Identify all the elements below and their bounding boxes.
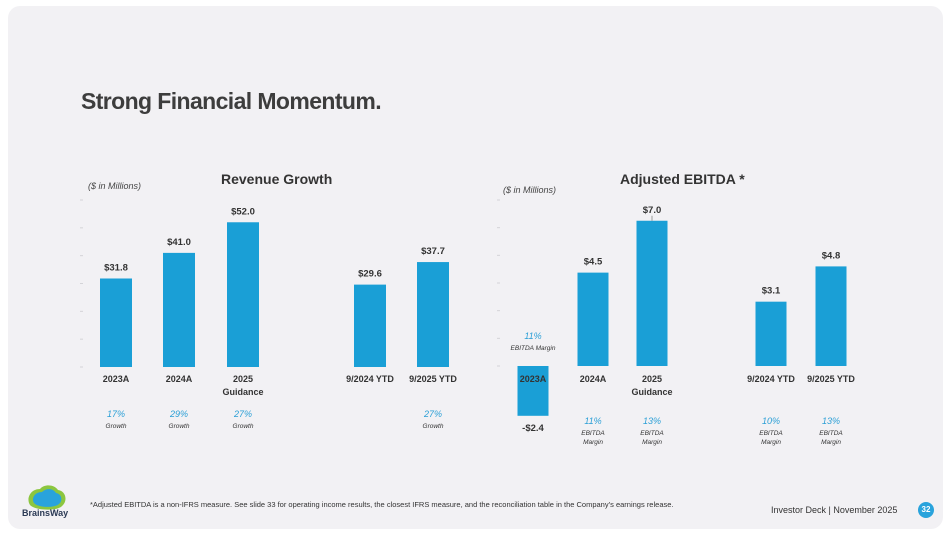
ebitda-sub-caption-4: Margin bbox=[761, 439, 781, 446]
ebitda-value-label-1: -$2.4 bbox=[522, 423, 544, 434]
ebitda-value-label-2: $4.5 bbox=[584, 257, 603, 268]
ebitda-sub-caption-5: Margin bbox=[821, 439, 841, 446]
revenue-pct-label-1: 17% bbox=[107, 409, 125, 419]
revenue-bar-2 bbox=[163, 252, 195, 367]
brainsway-logo bbox=[28, 485, 66, 510]
ebitda-chart-title: Adjusted EBITDA * bbox=[620, 171, 745, 187]
ebitda-annotation-pct: 11% bbox=[524, 331, 541, 341]
logo-wordmark: BrainsWay bbox=[22, 508, 69, 518]
revenue-category-label-5: 9/2025 YTD bbox=[409, 374, 457, 384]
footnote: *Adjusted EBITDA is a non-IFRS measure. … bbox=[90, 500, 674, 509]
revenue-sub-caption-2: Growth bbox=[169, 423, 190, 430]
revenue-value-label-1: $31.8 bbox=[104, 262, 128, 273]
revenue-pct-label-5: 27% bbox=[423, 409, 442, 419]
revenue-bar-5 bbox=[417, 262, 449, 367]
ebitda-pct-label-2: 11% bbox=[584, 416, 601, 426]
ebitda-annotation-caption: EBITDA Margin bbox=[511, 345, 556, 352]
deck-label: Investor Deck | November 2025 bbox=[771, 505, 898, 515]
ebitda-pct-label-5: 13% bbox=[822, 416, 840, 426]
revenue-category-label-4: 9/2024 YTD bbox=[346, 374, 394, 384]
ebitda-bar-5 bbox=[815, 266, 847, 366]
revenue-bar-4 bbox=[354, 284, 386, 367]
revenue-sub-caption-5: Growth bbox=[423, 423, 444, 430]
ebitda-bar-1 bbox=[517, 366, 549, 416]
page-number-badge: 32 bbox=[918, 502, 934, 518]
ebitda-value-label-5: $4.8 bbox=[822, 250, 841, 261]
revenue-bar-1 bbox=[100, 278, 132, 367]
ebitda-category-label-2: 2024A bbox=[580, 374, 607, 384]
revenue-sub-caption-1: Growth bbox=[106, 423, 127, 430]
revenue-value-label-5: $37.7 bbox=[421, 246, 445, 257]
revenue-value-label-3: $52.0 bbox=[231, 206, 255, 217]
revenue-category-label-3: 2025 bbox=[233, 374, 253, 384]
ebitda-bar-4 bbox=[755, 301, 787, 366]
ebitda-sub-caption-3: Margin bbox=[642, 439, 662, 446]
ebitda-category-label-5: 9/2025 YTD bbox=[807, 374, 855, 384]
revenue-value-label-4: $29.6 bbox=[358, 269, 382, 280]
ebitda-sub-caption-4: EBITDA bbox=[759, 430, 782, 437]
revenue-pct-label-3: 27% bbox=[233, 409, 252, 419]
ebitda-category-label-3: Guidance bbox=[631, 387, 672, 397]
revenue-unit-note: ($ in Millions) bbox=[88, 181, 142, 191]
revenue-category-label-3: Guidance bbox=[222, 387, 263, 397]
ebitda-unit-note: ($ in Millions) bbox=[503, 185, 557, 195]
revenue-category-label-2: 2024A bbox=[166, 374, 193, 384]
ebitda-sub-caption-2: Margin bbox=[583, 439, 603, 446]
revenue-pct-label-2: 29% bbox=[169, 409, 188, 419]
ebitda-category-label-4: 9/2024 YTD bbox=[747, 374, 795, 384]
ebitda-sub-caption-5: EBITDA bbox=[819, 430, 842, 437]
revenue-bar-3 bbox=[227, 222, 259, 367]
revenue-chart-title: Revenue Growth bbox=[221, 171, 333, 187]
ebitda-bar-2 bbox=[577, 272, 609, 366]
revenue-value-label-2: $41.0 bbox=[167, 237, 191, 248]
ebitda-sub-caption-2: EBITDA bbox=[581, 430, 604, 437]
revenue-sub-caption-3: Growth bbox=[233, 423, 254, 430]
ebitda-value-label-3: $7.0 bbox=[643, 205, 662, 216]
ebitda-category-label-3: 2025 bbox=[642, 374, 662, 384]
page-title: Strong Financial Momentum. bbox=[81, 88, 382, 114]
ebitda-pct-label-3: 13% bbox=[643, 416, 661, 426]
ebitda-bar-3 bbox=[636, 220, 668, 366]
ebitda-sub-caption-3: EBITDA bbox=[640, 430, 663, 437]
ebitda-pct-label-4: 10% bbox=[762, 416, 780, 426]
ebitda-category-label-1: 2023A bbox=[520, 374, 547, 384]
ebitda-value-label-4: $3.1 bbox=[762, 286, 781, 297]
revenue-category-label-1: 2023A bbox=[103, 374, 130, 384]
